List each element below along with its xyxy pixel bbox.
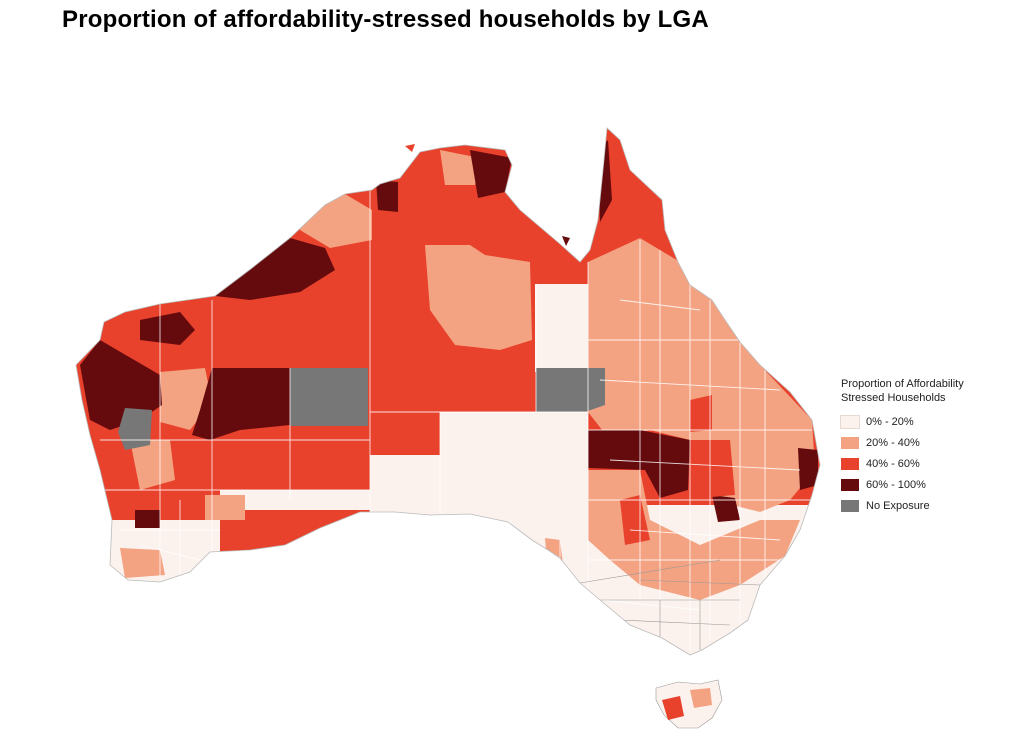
legend-item: 20% - 40% xyxy=(841,432,1010,453)
region-sa-west-light xyxy=(370,455,445,517)
region-qld-southwest-dark xyxy=(588,430,690,498)
region-nt-central xyxy=(425,245,532,350)
region-darling-downs-dark xyxy=(712,495,740,522)
region-no-exposure-qld xyxy=(536,368,605,412)
region-no-exposure-wa xyxy=(290,368,368,426)
region-goldfields-south xyxy=(205,495,245,520)
region-qld-coast-dark xyxy=(798,448,818,490)
island-tiwi xyxy=(405,144,415,152)
island-mornington xyxy=(562,236,570,246)
region-kimberley-dark xyxy=(215,238,335,300)
legend-label: No Exposure xyxy=(866,499,930,512)
region-sa-north-light xyxy=(440,412,588,522)
map-legend: Proportion of Affordability Stressed Hou… xyxy=(840,377,1010,516)
region-top-end-dark xyxy=(376,180,398,212)
legend-item: 0% - 20% xyxy=(840,411,1010,432)
region-maranoa-red xyxy=(690,440,735,498)
region-perth-dark xyxy=(135,510,160,528)
legend-swatch xyxy=(841,499,859,512)
region-wa-southcoast xyxy=(120,548,165,578)
map-title: Proportion of affordability-stressed hou… xyxy=(62,6,709,33)
region-arnhem-east-dark xyxy=(470,150,512,198)
region-qld-central-red xyxy=(690,395,712,432)
region-nullarbor-light xyxy=(220,490,370,510)
region-nsw-red xyxy=(620,495,650,545)
legend-swatch xyxy=(841,457,859,470)
lga-inner-boundaries xyxy=(579,559,761,650)
legend-label: 60% - 100% xyxy=(866,478,926,491)
lga-boundaries xyxy=(100,190,812,650)
legend-title-line1: Proportion of Affordability xyxy=(841,378,964,390)
legend-title-line2: Stressed Households xyxy=(841,392,946,404)
region-qld-mid xyxy=(588,238,815,512)
mainland-outline xyxy=(75,127,821,656)
legend-item: 40% - 60% xyxy=(841,453,1010,474)
legend-items: 0% - 20% 20% - 40% 40% - 60% 60% - 100% No E… xyxy=(840,411,1010,516)
legend-label: 40% - 60% xyxy=(866,457,920,470)
region-qld-west-light xyxy=(535,284,593,372)
region-carnarvon-dark xyxy=(80,340,162,430)
legend-swatch xyxy=(841,478,859,491)
region-arnhem-west xyxy=(440,150,480,185)
legend-item: 60% - 100% xyxy=(841,474,1010,495)
legend-swatch xyxy=(841,436,859,449)
legend-label: 20% - 40% xyxy=(866,436,920,449)
legend-label: 0% - 20% xyxy=(866,415,914,428)
legend-swatch xyxy=(840,414,860,429)
legend-title: Proportion of Affordability Stressed Hou… xyxy=(841,377,1010,405)
region-wa-wheatbelt xyxy=(130,440,175,490)
region-pilbara-coast-dark xyxy=(140,312,195,345)
region-wa-central-dark xyxy=(192,368,290,440)
region-no-exposure-midwest xyxy=(118,408,152,450)
tasmania xyxy=(655,679,723,729)
lga-regions xyxy=(76,128,820,655)
legend-item: No Exposure xyxy=(841,495,1010,516)
